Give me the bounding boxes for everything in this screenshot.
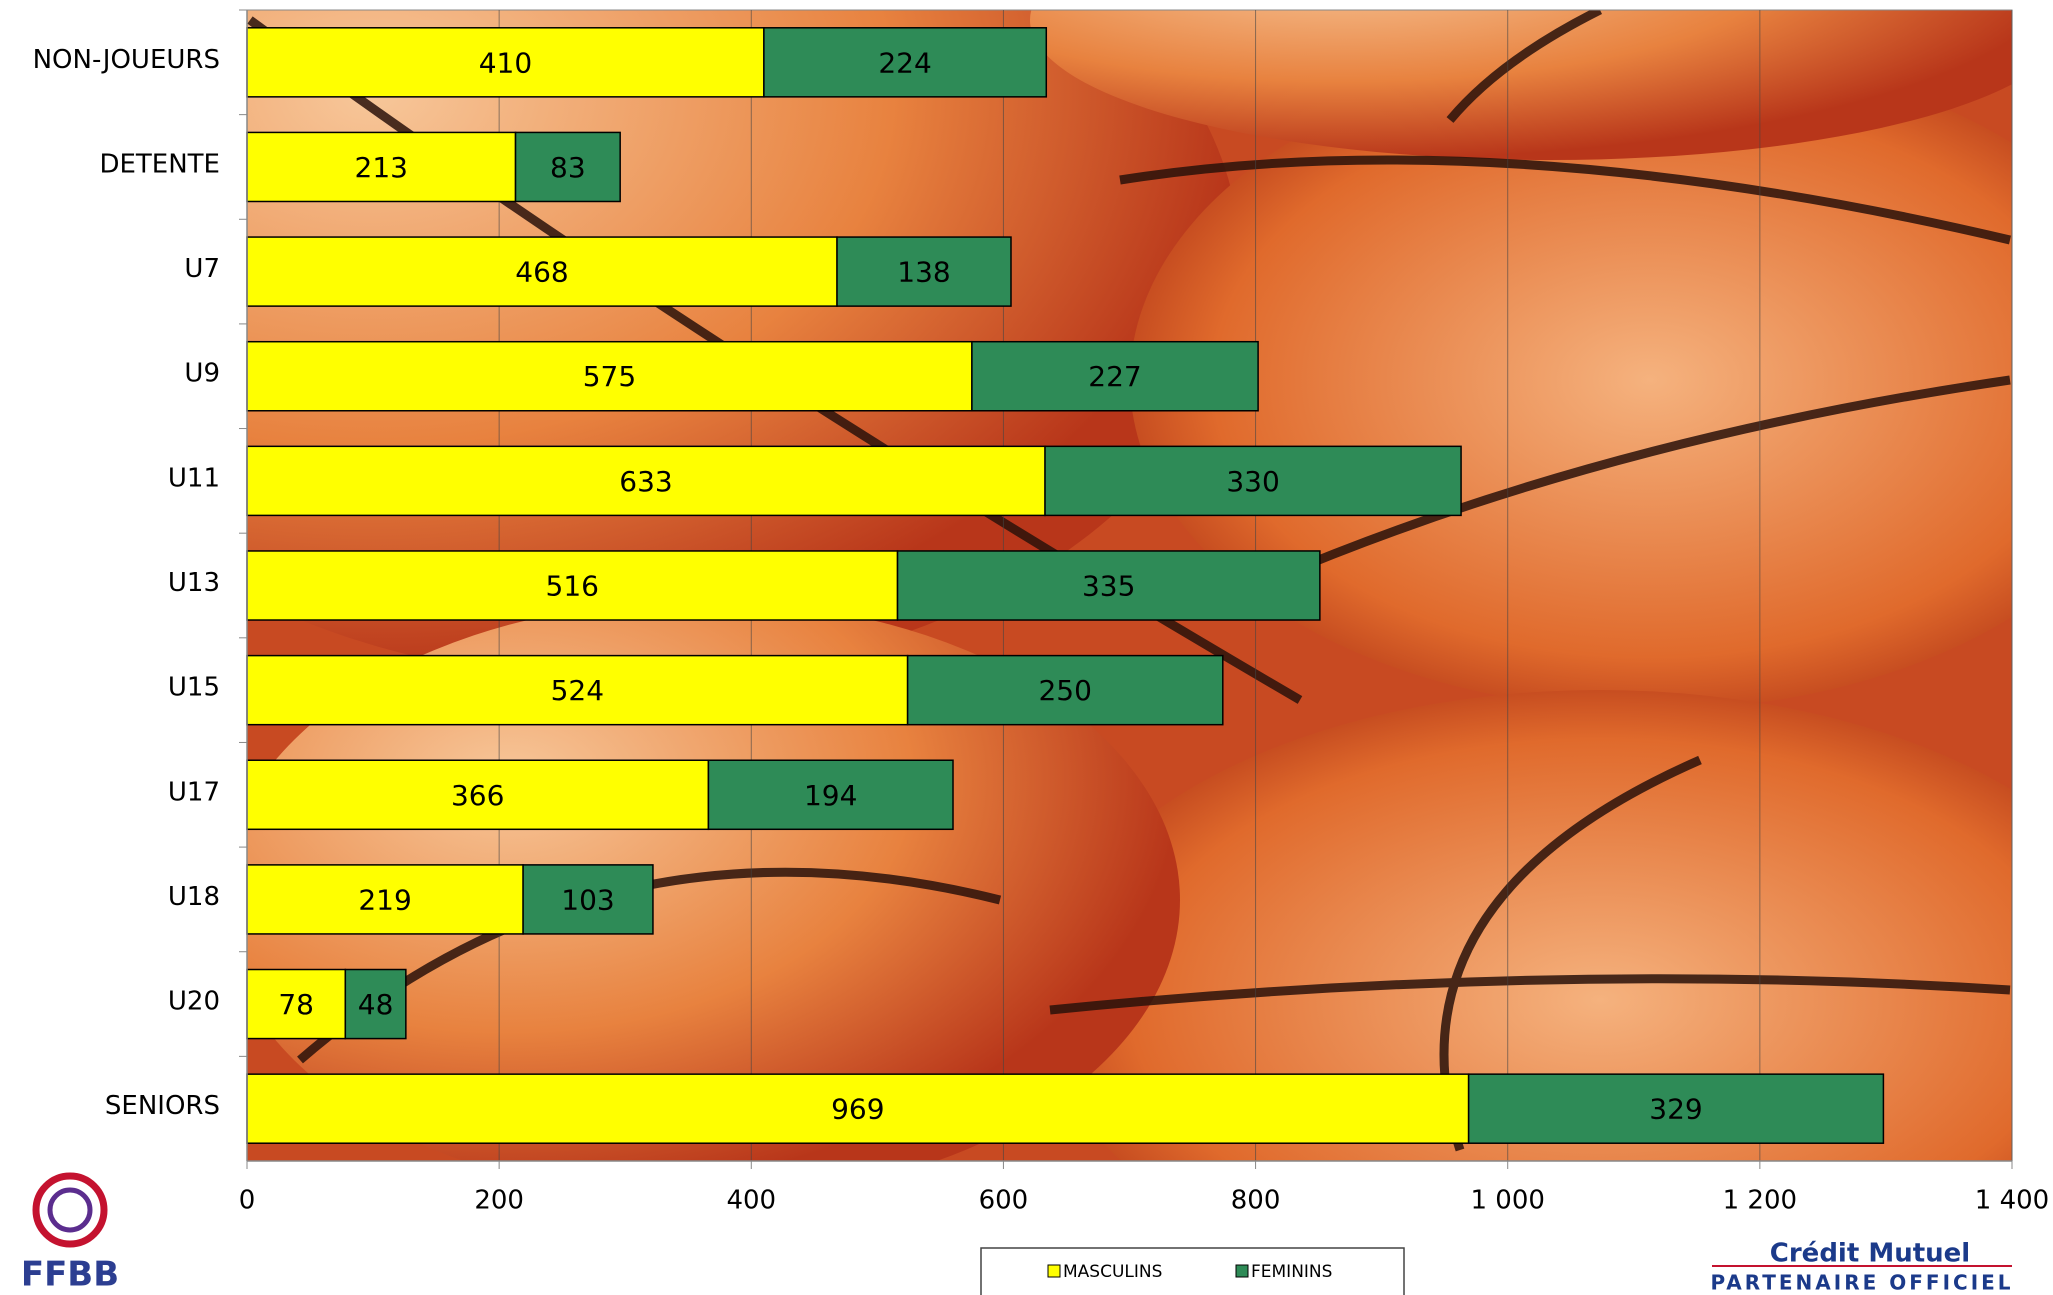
data-label: 227: [1088, 360, 1141, 393]
data-label: 48: [358, 988, 394, 1021]
x-tick-label: 1 000: [1470, 1186, 1544, 1216]
bar-segment: [246, 445, 1046, 517]
x-tick-label: 1 400: [1975, 1186, 2049, 1216]
data-label: 103: [561, 883, 614, 916]
legend-box: [980, 1247, 1405, 1295]
data-label: 194: [804, 779, 857, 812]
x-tick-label: 1 200: [1723, 1186, 1797, 1216]
legend-label: FEMININS: [1251, 1262, 1332, 1282]
bar-segment: [514, 131, 621, 203]
data-label: 329: [1649, 1093, 1702, 1126]
data-label: 366: [451, 779, 504, 812]
bar-segment: [707, 759, 954, 831]
data-label: 969: [831, 1093, 884, 1126]
y-tick-label: SENIORS: [105, 1091, 220, 1121]
y-tick-label: U15: [168, 673, 220, 703]
bar-segment: [906, 654, 1224, 726]
y-tick-label: U7: [184, 254, 220, 284]
legend-label: MASCULINS: [1063, 1262, 1162, 1282]
bar-segment: [246, 236, 838, 307]
data-label: 219: [358, 883, 411, 916]
bar-segment: [344, 968, 407, 1040]
bar-segment: [896, 550, 1321, 621]
data-label: 516: [546, 570, 599, 603]
data-label: 250: [1038, 674, 1091, 707]
bar-segment: [246, 27, 765, 98]
data-label: 524: [551, 674, 604, 707]
legend-swatch: [1047, 1264, 1061, 1278]
data-label: 138: [897, 256, 950, 289]
data-label: 213: [355, 151, 408, 184]
data-label: 83: [550, 151, 586, 184]
y-tick-label: U17: [168, 777, 220, 807]
y-tick-label: U11: [168, 463, 220, 493]
data-label: 330: [1226, 465, 1279, 498]
y-tick-label: U18: [168, 882, 220, 912]
data-label: 468: [515, 256, 568, 289]
y-tick-label: DETENTE: [99, 149, 220, 179]
data-label: 410: [479, 46, 532, 79]
bar-segment: [246, 759, 710, 831]
bar-segment: [1467, 1073, 1885, 1144]
bar-segment: [246, 864, 524, 935]
bar-segment: [836, 236, 1012, 307]
x-tick-label: 0: [239, 1186, 256, 1216]
y-tick-label: U9: [184, 359, 220, 389]
data-label: 335: [1082, 570, 1135, 603]
data-label: 224: [878, 46, 931, 79]
logo-right: Crédit Mutuel: [1770, 1239, 1970, 1269]
y-tick-label: U13: [168, 568, 220, 598]
y-tick-label: NON-JOUEURS: [33, 45, 220, 75]
logo-caption: PARTENAIRE OFFICIEL: [1710, 1271, 2013, 1295]
x-tick-label: 400: [726, 1186, 776, 1216]
data-label: 633: [619, 465, 672, 498]
bar-segment: [246, 340, 973, 412]
data-label: 575: [583, 360, 636, 393]
bar-segment: [246, 1073, 1470, 1144]
bar-segment: [522, 864, 654, 935]
legend-swatch: [1235, 1264, 1249, 1278]
y-tick-label: U20: [168, 987, 220, 1017]
data-label: 78: [278, 988, 314, 1021]
x-tick-label: 200: [474, 1186, 524, 1216]
x-tick-label: 600: [979, 1186, 1029, 1216]
ffbb-logo: FFBB: [21, 1172, 119, 1295]
logo-left: FFBB: [21, 1255, 119, 1295]
bar-segment: [1044, 445, 1462, 517]
x-tick-label: 800: [1231, 1186, 1281, 1216]
bar-segment: [763, 27, 1048, 98]
bar-segment: [971, 340, 1259, 412]
